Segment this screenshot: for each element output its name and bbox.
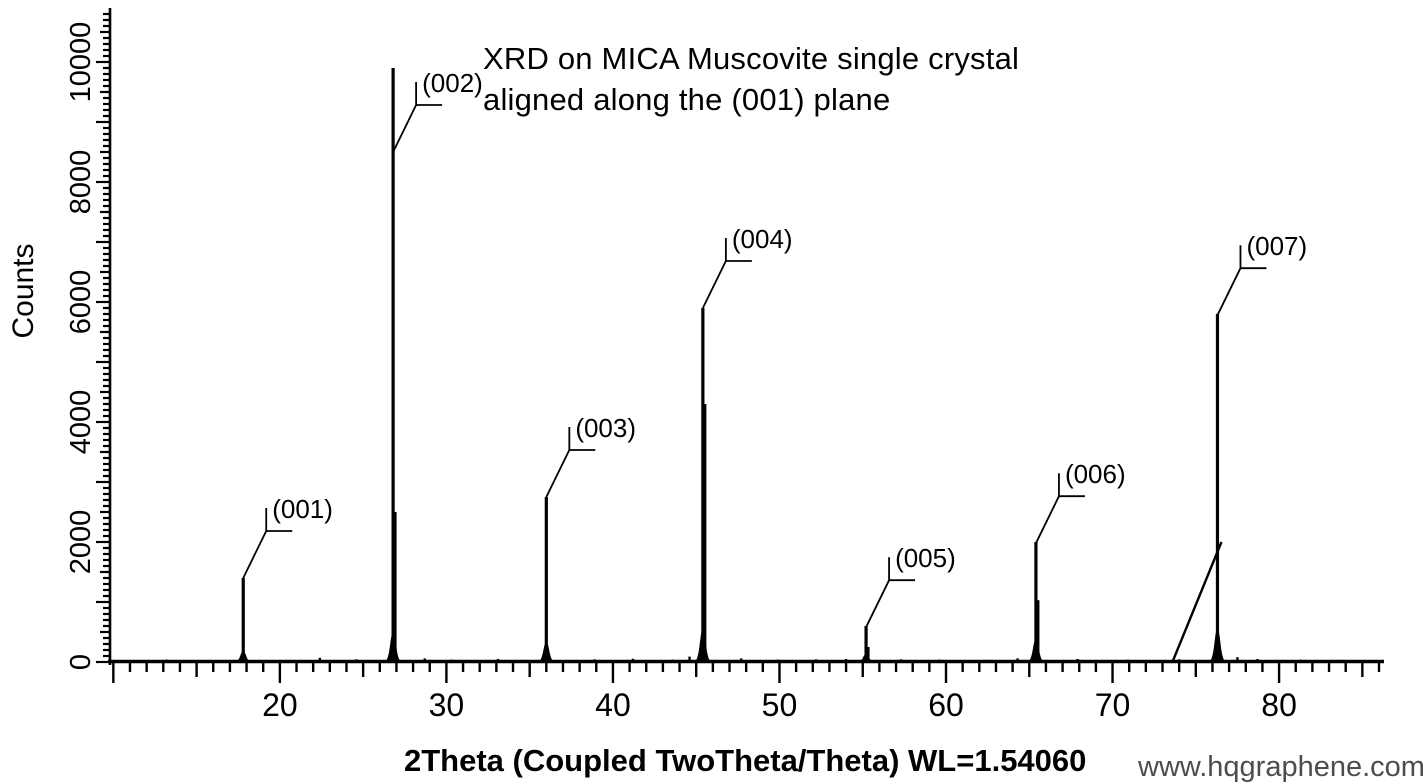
y-tick-label: 8000 bbox=[65, 150, 97, 215]
noise-speck bbox=[1076, 659, 1079, 662]
noise-speck bbox=[814, 659, 818, 662]
x-tick-label: 40 bbox=[595, 687, 631, 723]
x-tick-label: 20 bbox=[262, 687, 298, 723]
noise-speck bbox=[938, 659, 941, 662]
x-axis-title: 2Theta (Coupled TwoTheta/Theta) WL=1.540… bbox=[404, 743, 1087, 778]
noise-speck bbox=[423, 658, 426, 662]
chart-title-line-1: XRD on MICA Muscovite single crystal bbox=[483, 41, 1020, 76]
x-tick-label: 80 bbox=[1261, 687, 1297, 723]
y-tick-label: 6000 bbox=[65, 270, 97, 335]
noise-speck bbox=[355, 659, 358, 662]
noise-speck bbox=[1299, 659, 1302, 662]
noise-speck bbox=[739, 658, 743, 662]
noise-speck bbox=[521, 659, 525, 662]
y-tick-label: 4000 bbox=[65, 390, 97, 455]
x-tick-label: 60 bbox=[928, 687, 964, 723]
noise-speck bbox=[165, 659, 168, 662]
noise-speck bbox=[318, 657, 322, 662]
peak-label: (004) bbox=[732, 224, 793, 254]
peak-annotation-leader bbox=[1216, 245, 1267, 316]
noise-speck bbox=[631, 658, 635, 662]
noise-speck bbox=[496, 659, 500, 662]
peak-label: (002) bbox=[422, 68, 483, 98]
peak-annotation-leader bbox=[865, 557, 916, 628]
peak-label: (006) bbox=[1065, 459, 1126, 489]
noise-speck bbox=[984, 659, 988, 662]
noise-speck bbox=[688, 656, 691, 662]
peak-label: (001) bbox=[272, 494, 333, 524]
noise-speck bbox=[1337, 659, 1341, 662]
noise-speck bbox=[450, 659, 453, 662]
x-tick-label: 70 bbox=[1095, 687, 1131, 723]
peak-label: (005) bbox=[895, 543, 956, 573]
peak-annotation-leader bbox=[242, 508, 293, 579]
noise-speck bbox=[1236, 657, 1239, 662]
peak-annotation-leader bbox=[545, 427, 596, 498]
peak-label: (007) bbox=[1246, 231, 1307, 261]
noise-speck bbox=[671, 659, 675, 662]
peak-annotation-leader bbox=[392, 82, 443, 153]
noise-speck bbox=[1256, 659, 1259, 662]
noise-speck bbox=[899, 659, 903, 662]
watermark-text: www.hqgraphene.com bbox=[1138, 751, 1423, 783]
noise-speck bbox=[213, 660, 217, 662]
y-tick-label: 0 bbox=[65, 654, 97, 670]
y-tick-label: 2000 bbox=[65, 510, 97, 575]
x-tick-label: 30 bbox=[429, 687, 465, 723]
peak-annotation-leader bbox=[702, 238, 752, 309]
y-tick-label: 10000 bbox=[65, 22, 97, 103]
peak-annotation-leader bbox=[1035, 473, 1085, 544]
noise-speck bbox=[1177, 659, 1181, 662]
peak-label: (003) bbox=[575, 413, 636, 443]
x-tick-label: 50 bbox=[762, 687, 798, 723]
noise-speck bbox=[593, 659, 596, 662]
y-axis-title: Counts bbox=[7, 243, 40, 339]
noise-speck bbox=[776, 659, 780, 662]
noise-speck bbox=[844, 659, 848, 662]
peak-satellite bbox=[1171, 541, 1223, 663]
noise-speck bbox=[1126, 659, 1129, 662]
chart-title-line-2: aligned along the (001) plane bbox=[483, 82, 891, 117]
noise-speck bbox=[1016, 658, 1019, 662]
